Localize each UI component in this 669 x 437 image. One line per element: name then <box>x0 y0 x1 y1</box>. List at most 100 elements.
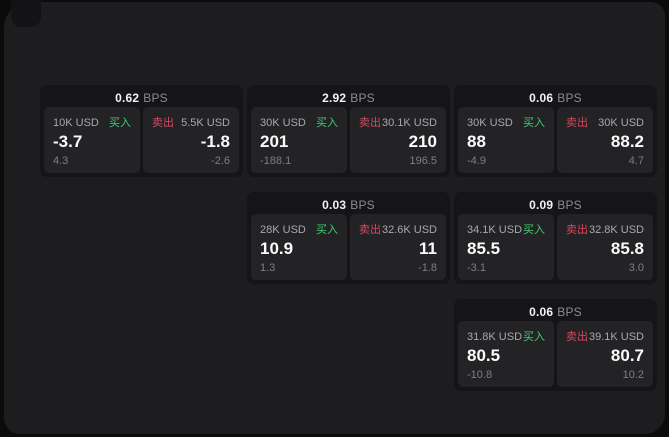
sell-panel[interactable]: 卖出 5.5K USD -1.8 -2.6 <box>143 107 239 173</box>
card-body: 30K USD 买入 201 -188.1 卖出 30.1K USD 210 1… <box>251 107 446 173</box>
buy-panel[interactable]: 31.8K USD 买入 80.5 -10.8 <box>458 321 554 387</box>
bps-value: 0.03 <box>322 197 347 212</box>
buy-sub-value: 4.3 <box>53 155 69 167</box>
bps-value: 0.62 <box>115 90 140 105</box>
quote-card: 2.92 BPS 30K USD 买入 201 -188.1 卖出 30.1K … <box>247 85 450 177</box>
card-body: 34.1K USD 买入 85.5 -3.1 卖出 32.8K USD 85.8… <box>458 214 653 280</box>
sell-size-label: 30K USD <box>598 117 644 129</box>
bps-value: 0.06 <box>529 304 554 319</box>
sell-top-row: 卖出 32.6K USD <box>359 221 437 237</box>
buy-sub-value: -4.9 <box>467 155 486 167</box>
sell-sub-value: 3.0 <box>628 262 644 274</box>
bps-unit-label: BPS <box>350 90 375 105</box>
buy-sub-value: -10.8 <box>467 369 493 381</box>
card-body: 30K USD 买入 88 -4.9 卖出 30K USD 88.2 4.7 <box>458 107 653 173</box>
buy-panel[interactable]: 34.1K USD 买入 85.5 -3.1 <box>458 214 554 280</box>
bps-value: 0.06 <box>529 90 554 105</box>
sell-tag: 卖出 <box>152 117 174 129</box>
buy-top-row: 34.1K USD 买入 <box>467 221 545 237</box>
bps-unit-label: BPS <box>557 304 582 319</box>
buy-value: 80.5 <box>467 346 501 365</box>
card-header: 0.09 BPS <box>458 195 653 214</box>
buy-tag: 买入 <box>316 224 338 236</box>
buy-value: 88 <box>467 132 486 151</box>
bps-unit-label: BPS <box>557 90 582 105</box>
buy-panel[interactable]: 10K USD 买入 -3.7 4.3 <box>44 107 140 173</box>
quote-card: 0.06 BPS 31.8K USD 买入 80.5 -10.8 卖出 39.1… <box>454 299 657 391</box>
buy-tag: 买入 <box>109 117 131 129</box>
sell-value: 88.2 <box>610 132 644 151</box>
buy-tag: 买入 <box>523 331 545 343</box>
sell-sub-value: -1.8 <box>418 262 437 274</box>
quote-card: 0.62 BPS 10K USD 买入 -3.7 4.3 卖出 5.5K USD… <box>40 85 243 177</box>
buy-value: 10.9 <box>260 239 294 258</box>
top-left-corner-icon <box>11 0 41 27</box>
buy-value: 201 <box>260 132 289 151</box>
sell-tag: 卖出 <box>359 224 381 236</box>
buy-tag: 买入 <box>523 224 545 236</box>
sell-tag: 卖出 <box>359 117 381 129</box>
sell-top-row: 卖出 32.8K USD <box>566 221 644 237</box>
buy-sub-value: -3.1 <box>467 262 486 274</box>
sell-tag: 卖出 <box>566 224 588 236</box>
sell-panel[interactable]: 卖出 32.6K USD 11 -1.8 <box>350 214 446 280</box>
sell-size-label: 30.1K USD <box>381 117 437 129</box>
sell-top-row: 卖出 30K USD <box>566 114 644 130</box>
buy-sub-value: -188.1 <box>260 155 292 167</box>
bps-value: 2.92 <box>322 90 347 105</box>
buy-top-row: 10K USD 买入 <box>53 114 131 130</box>
sell-top-row: 卖出 39.1K USD <box>566 328 644 344</box>
buy-tag: 买入 <box>523 117 545 129</box>
buy-size-label: 28K USD <box>260 224 306 236</box>
buy-size-label: 34.1K USD <box>467 224 523 236</box>
sell-top-row: 卖出 5.5K USD <box>152 114 230 130</box>
bps-value: 0.09 <box>529 197 554 212</box>
sell-panel[interactable]: 卖出 30.1K USD 210 196.5 <box>350 107 446 173</box>
sell-size-label: 5.5K USD <box>181 117 230 129</box>
buy-top-row: 28K USD 买入 <box>260 221 338 237</box>
quote-card: 0.06 BPS 30K USD 买入 88 -4.9 卖出 30K USD 8… <box>454 85 657 177</box>
bps-unit-label: BPS <box>557 197 582 212</box>
card-header: 0.62 BPS <box>44 88 239 107</box>
bps-unit-label: BPS <box>143 90 168 105</box>
buy-size-label: 10K USD <box>53 117 99 129</box>
quote-card: 0.03 BPS 28K USD 买入 10.9 1.3 卖出 32.6K US… <box>247 192 450 284</box>
bps-unit-label: BPS <box>350 197 375 212</box>
card-body: 10K USD 买入 -3.7 4.3 卖出 5.5K USD -1.8 -2.… <box>44 107 239 173</box>
buy-panel[interactable]: 30K USD 买入 88 -4.9 <box>458 107 554 173</box>
sell-value: 11 <box>419 239 437 258</box>
buy-value: -3.7 <box>53 132 83 151</box>
sell-panel[interactable]: 卖出 39.1K USD 80.7 10.2 <box>557 321 653 387</box>
quote-grid: 0.62 BPS 10K USD 买入 -3.7 4.3 卖出 5.5K USD… <box>40 85 657 391</box>
sell-size-label: 39.1K USD <box>588 331 644 343</box>
card-header: 0.03 BPS <box>251 195 446 214</box>
card-header: 2.92 BPS <box>251 88 446 107</box>
sell-panel[interactable]: 卖出 32.8K USD 85.8 3.0 <box>557 214 653 280</box>
sell-sub-value: -2.6 <box>211 155 230 167</box>
card-body: 31.8K USD 买入 80.5 -10.8 卖出 39.1K USD 80.… <box>458 321 653 387</box>
sell-size-label: 32.6K USD <box>381 224 437 236</box>
sell-sub-value: 10.2 <box>622 369 644 381</box>
sell-tag: 卖出 <box>566 117 588 129</box>
sell-value: 210 <box>408 132 437 151</box>
card-header: 0.06 BPS <box>458 302 653 321</box>
buy-tag: 买入 <box>316 117 338 129</box>
buy-top-row: 30K USD 买入 <box>260 114 338 130</box>
app-window: 0.62 BPS 10K USD 买入 -3.7 4.3 卖出 5.5K USD… <box>4 2 665 434</box>
buy-size-label: 30K USD <box>467 117 513 129</box>
sell-top-row: 卖出 30.1K USD <box>359 114 437 130</box>
buy-top-row: 30K USD 买入 <box>467 114 545 130</box>
buy-panel[interactable]: 30K USD 买入 201 -188.1 <box>251 107 347 173</box>
buy-top-row: 31.8K USD 买入 <box>467 328 545 344</box>
sell-panel[interactable]: 卖出 30K USD 88.2 4.7 <box>557 107 653 173</box>
buy-size-label: 31.8K USD <box>467 331 523 343</box>
sell-value: 85.8 <box>610 239 644 258</box>
sell-tag: 卖出 <box>566 331 588 343</box>
buy-panel[interactable]: 28K USD 买入 10.9 1.3 <box>251 214 347 280</box>
sell-value: 80.7 <box>610 346 644 365</box>
sell-value: -1.8 <box>200 132 230 151</box>
buy-size-label: 30K USD <box>260 117 306 129</box>
quote-card: 0.09 BPS 34.1K USD 买入 85.5 -3.1 卖出 32.8K… <box>454 192 657 284</box>
buy-value: 85.5 <box>467 239 501 258</box>
card-body: 28K USD 买入 10.9 1.3 卖出 32.6K USD 11 -1.8 <box>251 214 446 280</box>
